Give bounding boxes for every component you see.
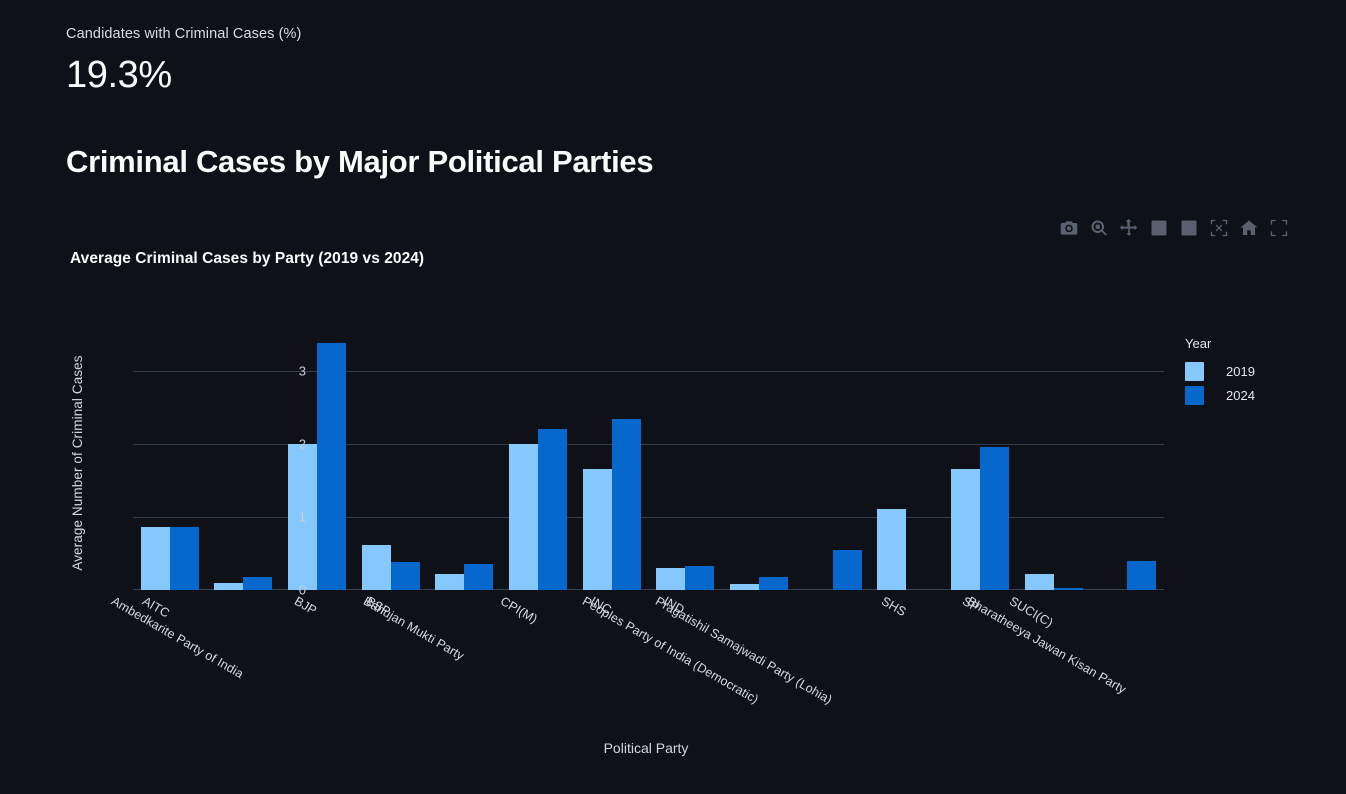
gridline: [133, 444, 1164, 446]
fullscreen-icon[interactable]: [1268, 217, 1290, 239]
pan-icon[interactable]: [1118, 217, 1140, 239]
bar-category-group[interactable]: [428, 336, 502, 590]
bar-2024[interactable]: [758, 576, 788, 590]
bar-2024[interactable]: [464, 564, 494, 590]
plot-area[interactable]: [133, 336, 1164, 590]
y-axis-tick-label: 2: [298, 436, 306, 452]
bar-2024[interactable]: [243, 576, 273, 590]
legend-entry[interactable]: 2024: [1185, 383, 1255, 407]
legend-title: Year: [1185, 336, 1212, 351]
bar-2019[interactable]: [361, 545, 391, 590]
bar-category-group[interactable]: [869, 336, 943, 590]
bar-2019[interactable]: [582, 468, 612, 590]
bar-category-group[interactable]: [207, 336, 281, 590]
bar-2019[interactable]: [1024, 573, 1054, 590]
zero-line: [133, 589, 1164, 590]
bar-2019[interactable]: [877, 508, 907, 590]
bar-2024[interactable]: [832, 549, 862, 590]
bar-2024[interactable]: [390, 562, 420, 590]
y-axis-tick-label: 1: [298, 509, 306, 525]
plotly-modebar[interactable]: [1058, 217, 1290, 239]
bar-2019[interactable]: [950, 468, 980, 590]
metric-value: 19.3%: [66, 54, 172, 96]
gridline: [133, 517, 1164, 518]
legend-entry[interactable]: 2019: [1185, 359, 1255, 383]
legend-label: 2019: [1226, 363, 1255, 379]
bar-category-group[interactable]: [648, 336, 722, 590]
legend[interactable]: Year 2019 2024: [1185, 336, 1255, 407]
bar-2024[interactable]: [611, 419, 641, 590]
bar-category-group[interactable]: [280, 336, 354, 590]
x-axis-tick-label: Bharatheeya Jawan Kisan Party: [965, 594, 1129, 697]
legend-entries[interactable]: 2019 2024: [1185, 359, 1255, 407]
bar-2024[interactable]: [317, 343, 347, 590]
x-axis-title: Political Party: [603, 740, 689, 756]
metric-block: Candidates with Criminal Cases (%) 19.3%: [66, 24, 301, 99]
bar-2019[interactable]: [656, 568, 686, 590]
bar-2024[interactable]: [979, 446, 1009, 590]
autoscale-icon[interactable]: [1208, 217, 1230, 239]
bar-2024[interactable]: [1127, 560, 1157, 590]
y-axis-title: Average Number of Criminal Cases: [70, 355, 85, 571]
download-plot-icon[interactable]: [1058, 217, 1080, 239]
bar-category-group[interactable]: [354, 336, 428, 590]
bar-category-group[interactable]: [501, 336, 575, 590]
bar-category-group[interactable]: [943, 336, 1017, 590]
x-axis-tick-label: SHS: [878, 594, 909, 620]
bar-2024[interactable]: [685, 565, 715, 590]
bar-2024[interactable]: [1053, 587, 1083, 590]
bar-2019[interactable]: [729, 584, 759, 590]
bar-2019[interactable]: [288, 444, 318, 590]
x-axis-tick-label: CPI(M): [498, 594, 541, 627]
bar-category-group[interactable]: [133, 336, 207, 590]
bar-2019[interactable]: [509, 444, 539, 590]
gridline: [133, 371, 1164, 373]
legend-swatch: [1185, 385, 1204, 405]
zoom-out-icon[interactable]: [1178, 217, 1200, 239]
page-title: Criminal Cases by Major Political Partie…: [66, 144, 654, 179]
zoom-in-icon[interactable]: [1148, 217, 1170, 239]
x-axis-tick-label: BJP: [292, 594, 320, 618]
bar-2024[interactable]: [169, 527, 199, 590]
y-axis-tick-label: 3: [298, 363, 306, 379]
x-axis-tick-label: Bahujan Mukti Party: [360, 594, 467, 664]
bar-2019[interactable]: [140, 527, 170, 590]
legend-swatch: [1185, 361, 1204, 381]
y-axis-tick-label: 0: [298, 582, 306, 598]
bar-group-layer: [133, 336, 1164, 590]
zoom-icon[interactable]: [1088, 217, 1110, 239]
bar-2024[interactable]: [538, 429, 568, 590]
chart-title: Average Criminal Cases by Party (2019 vs…: [70, 250, 425, 267]
bar-category-group[interactable]: [575, 336, 649, 590]
bar-2019[interactable]: [214, 583, 244, 590]
x-axis-tick-label: Ambedkarite Party of India: [108, 594, 246, 682]
bar-category-group[interactable]: [1090, 336, 1164, 590]
bar-2019[interactable]: [435, 573, 465, 590]
bar-category-group[interactable]: [722, 336, 796, 590]
metric-label: Candidates with Criminal Cases (%): [66, 26, 302, 42]
bar-category-group[interactable]: [1017, 336, 1091, 590]
legend-label: 2024: [1226, 387, 1255, 403]
bar-category-group[interactable]: [796, 336, 870, 590]
reset-axes-icon[interactable]: [1238, 217, 1260, 239]
